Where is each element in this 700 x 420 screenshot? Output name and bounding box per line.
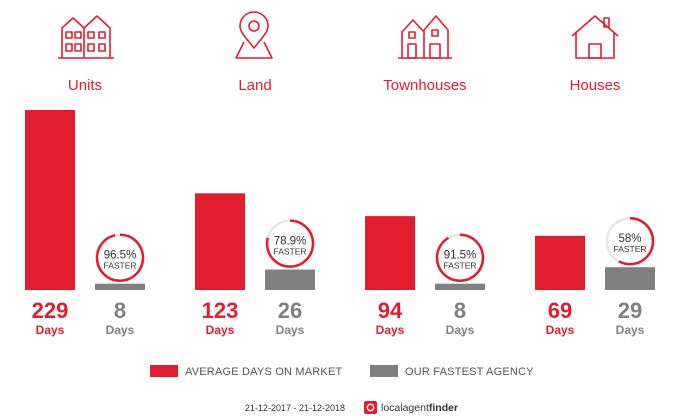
date-range: 21-12-2017 - 21-12-2018	[245, 403, 345, 413]
bar-average-units	[25, 110, 75, 290]
value-label-agency-land: 26	[278, 298, 302, 323]
bar-agency-townhouses	[435, 283, 485, 290]
value-label-average-houses: 69	[548, 298, 572, 323]
bar-agency-houses	[605, 267, 655, 290]
unit-label-agency-units: Days	[106, 323, 135, 337]
faster-ring-townhouses	[435, 233, 485, 282]
legend-label-agency: OUR FASTEST AGENCY	[405, 366, 534, 378]
unit-label-average-houses: Days	[546, 323, 575, 337]
brand-name-bold: finder	[429, 402, 458, 414]
faster-percent-townhouses: 91.5%	[444, 250, 477, 262]
townhouses-icon	[398, 15, 452, 59]
faster-ring-land	[265, 219, 315, 268]
value-label-average-land: 123	[202, 298, 239, 323]
unit-label-agency-land: Days	[276, 323, 305, 337]
legend-swatch-agency	[370, 365, 398, 377]
faster-word-townhouses: FASTER	[443, 261, 476, 271]
value-label-agency-townhouses: 8	[454, 298, 466, 323]
legend-label-average: AVERAGE DAYS ON MARKET	[185, 366, 342, 378]
unit-label-average-townhouses: Days	[376, 323, 405, 337]
category-label-units: Units	[68, 77, 102, 94]
faster-ring-units	[95, 233, 145, 282]
units-icon	[58, 15, 114, 59]
brand-name: localagentfinder	[381, 402, 458, 414]
faster-percent-land: 78.9%	[274, 236, 307, 248]
faster-percent-houses: 58%	[618, 233, 641, 245]
land-pin-icon	[235, 11, 273, 59]
value-label-agency-houses: 29	[618, 298, 642, 323]
faster-word-units: FASTER	[103, 261, 136, 271]
house-icon	[571, 15, 619, 59]
faster-ring-houses	[605, 216, 655, 266]
category-label-townhouses: Townhouses	[383, 77, 466, 94]
faster-word-houses: FASTER	[613, 244, 646, 254]
value-label-average-townhouses: 94	[378, 298, 403, 323]
unit-label-average-land: Days	[206, 323, 235, 337]
faster-word-land: FASTER	[273, 247, 306, 257]
faster-percent-units: 96.5%	[104, 250, 137, 262]
bar-agency-units	[95, 283, 145, 290]
unit-label-average-units: Days	[36, 323, 65, 337]
bar-average-land	[195, 193, 245, 290]
legend-swatch-average	[150, 365, 178, 377]
unit-label-agency-townhouses: Days	[446, 323, 475, 337]
localagentfinder-logo-icon	[364, 401, 377, 414]
value-label-agency-units: 8	[114, 298, 126, 323]
bar-average-houses	[535, 235, 585, 290]
category-label-houses: Houses	[570, 77, 621, 94]
bar-agency-land	[265, 269, 315, 290]
unit-label-agency-houses: Days	[616, 323, 645, 337]
value-label-average-units: 229	[32, 298, 69, 323]
category-label-land: Land	[238, 77, 271, 94]
bar-average-townhouses	[365, 216, 415, 290]
brand-name-main: localagent	[381, 402, 429, 414]
